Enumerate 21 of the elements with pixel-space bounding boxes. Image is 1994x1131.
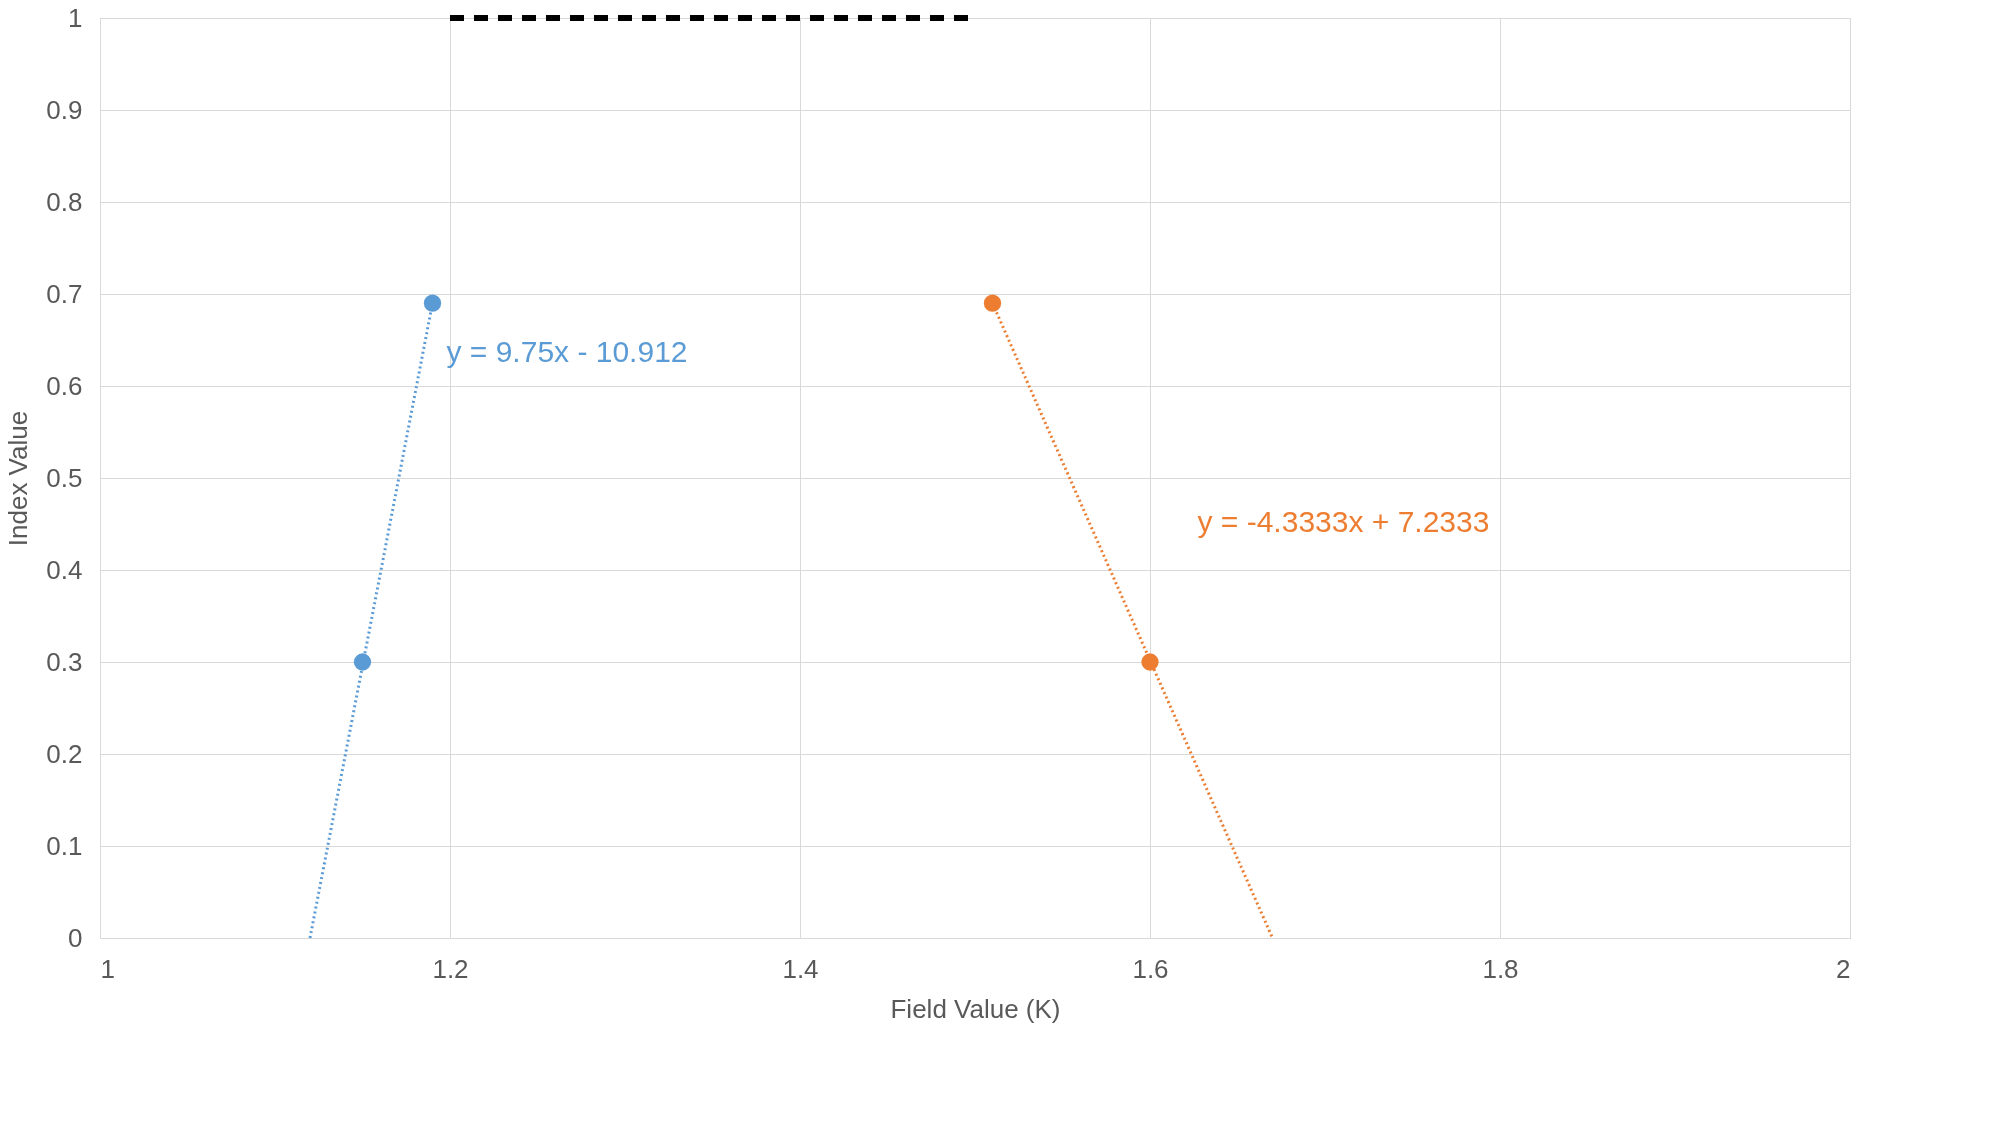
x-tick-label: 2: [1836, 953, 1851, 984]
y-tick-label: 0.3: [46, 646, 83, 677]
x-axis-title: Field Value (K): [890, 993, 1061, 1024]
x-tick-label: 1.4: [782, 953, 819, 984]
y-tick-label: 0: [68, 922, 83, 953]
y-tick-label: 0.9: [46, 94, 83, 125]
y-tick-label: 0.2: [46, 738, 83, 769]
x-tick-label: 1.2: [432, 953, 469, 984]
y-tick-label: 0.4: [46, 554, 83, 585]
annotation: y = -4.3333x + 7.2333: [1197, 505, 1490, 539]
x-tick-label: 1: [100, 953, 115, 984]
y-tick-label: 0.7: [46, 278, 83, 309]
y-tick-label: 0.6: [46, 370, 83, 401]
y-tick-label: 0.1: [46, 830, 83, 861]
annotation: y = 9.75x - 10.912: [446, 335, 688, 369]
y-tick-label: 0.5: [46, 462, 83, 493]
y-axis-title: Index Value: [3, 410, 34, 547]
y-tick-label: 1: [68, 2, 83, 33]
y-tick-label: 0.8: [46, 186, 83, 217]
x-tick-label: 1.6: [1132, 953, 1169, 984]
x-tick-label: 1.8: [1482, 953, 1519, 984]
